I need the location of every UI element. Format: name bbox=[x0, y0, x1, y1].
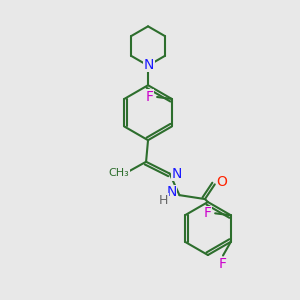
Text: CH₃: CH₃ bbox=[108, 168, 129, 178]
Text: F: F bbox=[203, 206, 211, 220]
Text: N: N bbox=[171, 167, 182, 181]
Text: H: H bbox=[159, 194, 168, 207]
Text: F: F bbox=[145, 90, 153, 104]
Text: N: N bbox=[144, 58, 154, 72]
Text: F: F bbox=[219, 257, 227, 271]
Text: N: N bbox=[167, 185, 177, 199]
Text: O: O bbox=[216, 176, 227, 189]
